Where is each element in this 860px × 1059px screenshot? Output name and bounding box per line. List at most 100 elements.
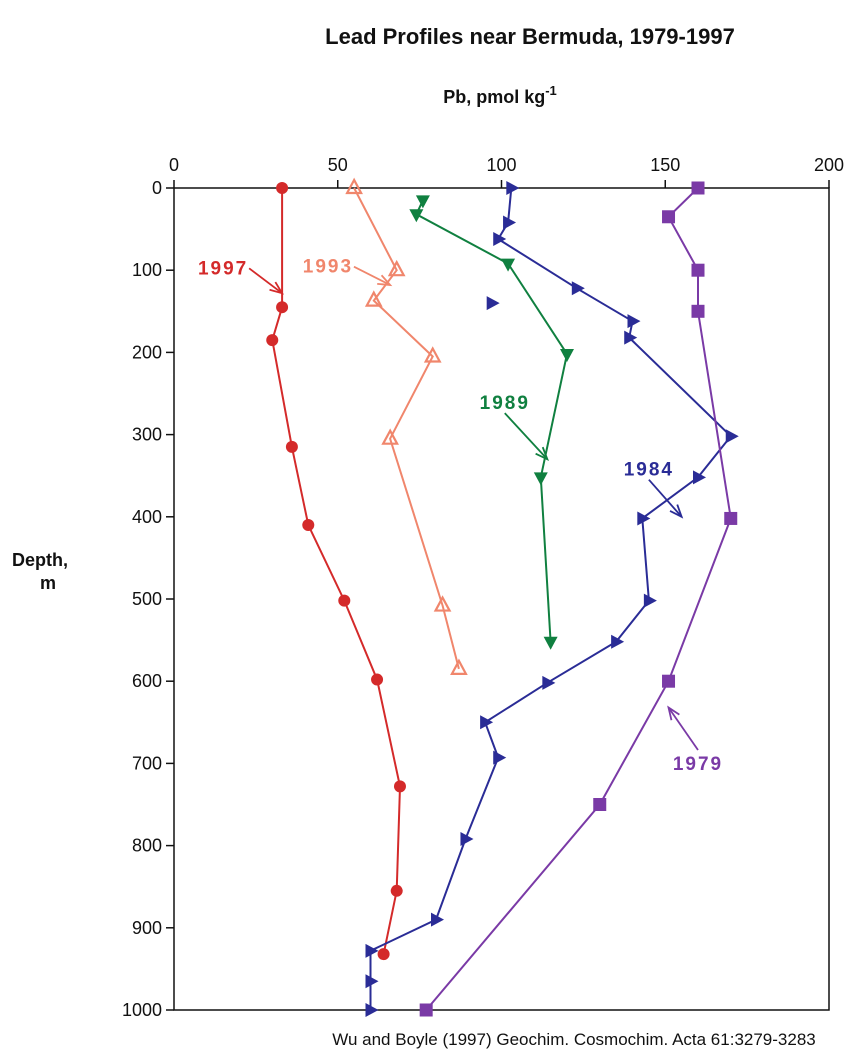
annotation-1997: 1997	[198, 258, 285, 295]
data-point	[371, 673, 384, 686]
annotation-1989: 1989	[480, 393, 549, 462]
data-point	[390, 884, 403, 897]
data-point	[662, 210, 676, 224]
x-tick-label: 0	[169, 155, 179, 175]
data-point	[365, 943, 379, 958]
series-label: 1997	[198, 258, 248, 279]
x-axis-title-superscript: -1	[545, 83, 557, 98]
data-point	[419, 1003, 433, 1017]
y-tick-label: 800	[132, 836, 162, 856]
data-point	[691, 304, 705, 318]
annotation-arrow	[248, 267, 283, 294]
data-point	[345, 177, 363, 195]
x-tick-label: 100	[486, 155, 516, 175]
y-tick-label: 700	[132, 753, 162, 773]
data-point	[493, 231, 507, 246]
annotation-layer: 1997 1993 1989 1984 1979	[198, 257, 723, 775]
data-point	[433, 595, 452, 612]
x-axis-title: Pb, pmol kg-1	[443, 83, 557, 107]
data-point	[643, 593, 657, 608]
series-label: 1993	[303, 257, 353, 278]
series-layer	[266, 177, 739, 1017]
annotation-arrow	[667, 706, 699, 751]
data-point	[387, 259, 406, 277]
series-line	[425, 187, 732, 1011]
y-tick-label: 100	[132, 260, 162, 280]
x-tick-label: 150	[650, 155, 680, 175]
data-point	[627, 314, 641, 329]
annotation-1993: 1993	[303, 257, 393, 287]
data-point	[415, 195, 430, 209]
series-1984-isolated	[486, 296, 500, 311]
annotation-1979: 1979	[667, 705, 723, 775]
series-label: 1979	[673, 754, 723, 775]
chart-title: Lead Profiles near Bermuda, 1979-1997	[325, 24, 735, 49]
data-point	[285, 440, 298, 453]
data-point	[276, 182, 289, 194]
data-point	[637, 511, 651, 526]
data-point	[266, 334, 279, 347]
annotation-arrow	[504, 412, 549, 460]
series-1989	[409, 195, 574, 650]
data-point	[624, 330, 638, 345]
series-line	[353, 187, 460, 670]
data-point	[480, 715, 494, 730]
data-point	[431, 912, 444, 927]
x-tick-label: 200	[814, 155, 844, 175]
data-point	[381, 428, 399, 445]
annotation-arrowhead	[667, 705, 680, 721]
data-point	[377, 948, 390, 961]
y-tick-label: 0	[152, 178, 162, 198]
series-label: 1989	[480, 393, 530, 414]
data-point	[543, 636, 558, 650]
data-point	[365, 1003, 379, 1017]
y-tick-label: 400	[132, 507, 162, 527]
x-axis-title-text: Pb, pmol kg	[443, 87, 545, 107]
y-tick-label: 1000	[122, 1000, 162, 1020]
annotation-arrowhead	[669, 504, 684, 519]
data-point	[542, 675, 556, 690]
x-axis-ticks: 0 50 100 150 200	[169, 155, 844, 188]
data-point	[302, 519, 315, 532]
data-point	[725, 429, 739, 444]
series-1997	[266, 182, 406, 961]
data-point	[493, 750, 507, 765]
data-point	[691, 181, 705, 195]
data-point	[611, 634, 625, 649]
series-1979	[419, 181, 738, 1017]
annotation-arrow	[648, 479, 683, 518]
series-line	[415, 199, 569, 642]
y-axis-title-line1: Depth,	[12, 550, 68, 570]
y-axis-title-line2: m	[40, 573, 56, 593]
y-axis-ticks: 0 100 200 300 400 500 600 700 800 900 1000	[122, 178, 174, 1020]
data-point	[393, 780, 406, 793]
data-point	[506, 181, 520, 195]
y-tick-label: 500	[132, 589, 162, 609]
series-line	[369, 187, 733, 1010]
y-tick-label: 300	[132, 425, 162, 445]
series-1993	[345, 177, 468, 675]
data-point	[423, 346, 442, 363]
citation: Wu and Boyle (1997) Geochim. Cosmochim. …	[332, 1030, 816, 1049]
data-point	[365, 974, 379, 989]
data-point	[724, 511, 738, 525]
data-point	[503, 215, 517, 230]
data-point	[460, 832, 474, 847]
annotation-arrowhead	[535, 446, 549, 462]
data-point	[450, 658, 468, 675]
data-point	[691, 263, 705, 277]
data-point	[571, 281, 585, 296]
data-point	[486, 296, 500, 311]
data-point	[501, 258, 516, 272]
y-tick-label: 200	[132, 342, 162, 362]
data-point	[662, 674, 676, 688]
data-point	[533, 472, 548, 486]
data-point	[409, 209, 424, 223]
x-tick-label: 50	[328, 155, 348, 175]
plot-frame	[173, 187, 830, 1011]
series-line	[271, 188, 402, 955]
data-point	[593, 798, 607, 811]
annotation-1984: 1984	[624, 460, 684, 519]
y-tick-label: 900	[132, 918, 162, 938]
